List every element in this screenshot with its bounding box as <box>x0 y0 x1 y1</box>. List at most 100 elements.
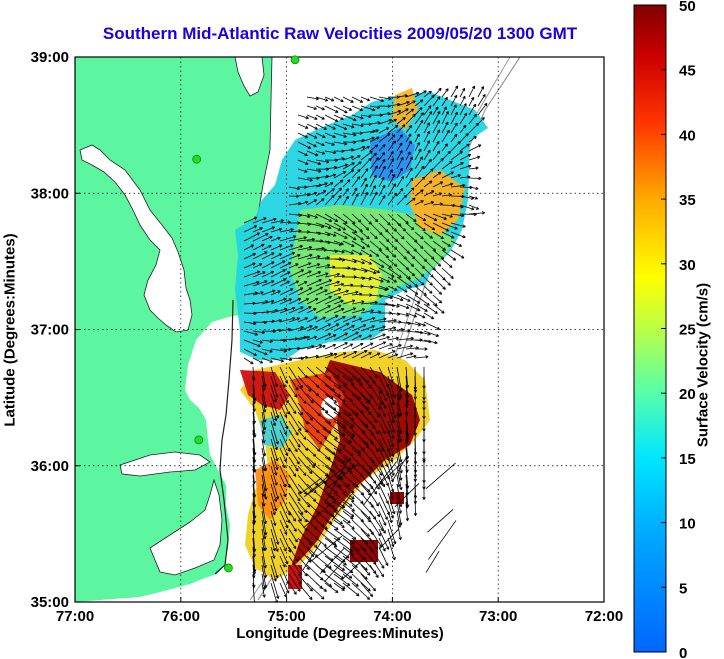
velocity-arrow <box>261 582 266 598</box>
velocity-arrow <box>288 306 304 314</box>
velocity-arrow <box>378 184 386 197</box>
velocity-arrow <box>333 231 348 239</box>
velocity-arrow <box>369 411 378 424</box>
velocity-arrow <box>261 474 268 500</box>
velocity-arrow <box>315 182 328 188</box>
velocity-arrow <box>324 366 340 378</box>
velocity-arrow <box>333 342 348 350</box>
velocity-arrow <box>351 300 365 305</box>
velocity-arrow <box>315 474 328 485</box>
velocity-arrow <box>351 96 364 103</box>
velocity-arrow <box>297 465 307 476</box>
velocity-arrow <box>306 456 317 466</box>
velocity-arrow <box>342 402 359 416</box>
velocity-arrow <box>297 420 308 433</box>
velocity-arrow <box>342 438 361 454</box>
velocity-arrow <box>351 456 372 475</box>
velocity-arrow <box>423 267 434 278</box>
velocity-arrow <box>423 303 438 314</box>
velocity-arrow <box>342 231 357 241</box>
velocity-arrow <box>405 140 412 152</box>
velocity-arrow <box>324 429 338 440</box>
velocity-arrow <box>360 222 370 231</box>
velocity-arrow <box>468 144 482 152</box>
velocity-arrow <box>324 150 337 155</box>
velocity-arrow <box>297 270 312 278</box>
velocity-arrow <box>360 157 372 170</box>
velocity-arrow <box>423 276 433 286</box>
station-marker <box>194 435 204 445</box>
velocity-arrow <box>414 312 426 319</box>
velocity-arrow <box>441 276 451 286</box>
velocity-arrow <box>369 276 384 283</box>
velocity-arrow <box>315 132 326 138</box>
velocity-arrow <box>324 188 335 197</box>
velocity-arrow <box>324 384 342 397</box>
velocity-arrow <box>279 420 287 436</box>
velocity-arrow <box>423 312 435 320</box>
velocity-arrow <box>378 285 389 291</box>
velocity-arrow <box>414 222 426 232</box>
velocity-arrow <box>288 393 303 416</box>
velocity-arrow <box>333 213 348 224</box>
velocity-arrow <box>333 123 348 130</box>
velocity-arrow <box>423 190 435 197</box>
velocity-arrow <box>441 96 448 107</box>
velocity-arrow <box>405 151 411 161</box>
velocity-arrow <box>441 129 450 143</box>
velocity-arrow <box>423 90 432 98</box>
velocity-arrow <box>306 278 322 287</box>
velocity-arrow <box>288 546 299 562</box>
velocity-arrow <box>342 315 357 323</box>
velocity-arrow <box>279 555 286 568</box>
velocity-arrow <box>432 150 441 161</box>
velocity-arrow <box>387 258 398 267</box>
velocity-arrow <box>405 124 413 134</box>
velocity-arrow <box>387 109 402 116</box>
velocity-arrow <box>360 334 373 341</box>
colorbar-tick-label: 25 <box>679 322 696 339</box>
velocity-arrow <box>378 276 391 283</box>
y-tick-label: 35:00 <box>31 594 69 611</box>
velocity-arrow <box>279 251 296 260</box>
velocity-arrow <box>306 263 321 269</box>
velocity-arrow <box>459 143 470 152</box>
velocity-arrow <box>414 200 424 206</box>
velocity-arrow <box>360 393 370 404</box>
velocity-arrow <box>342 350 358 359</box>
velocity-arrow <box>324 213 339 223</box>
velocity-arrow <box>387 124 399 134</box>
velocity-arrow <box>270 519 280 545</box>
velocity-arrow <box>333 163 348 170</box>
velocity-arrow <box>333 141 348 146</box>
velocity-arrow <box>306 213 318 219</box>
velocity-arrow <box>270 438 279 462</box>
velocity-arrow <box>324 411 347 428</box>
velocity-arrow <box>405 222 415 231</box>
velocity-arrow <box>432 258 442 267</box>
velocity-arrow <box>270 402 278 422</box>
velocity-arrow <box>288 438 298 453</box>
velocity-arrow <box>297 366 308 379</box>
velocity-arrow <box>459 124 467 134</box>
velocity-arrow <box>297 317 309 323</box>
velocity-arrow <box>432 171 442 179</box>
velocity-arrow <box>351 114 364 120</box>
velocity-arrow <box>297 456 313 474</box>
x-axis-label: Longitude (Degrees:Minutes) <box>236 625 444 642</box>
velocity-arrow <box>297 483 308 495</box>
velocity-arrow <box>396 465 403 491</box>
velocity-arrow <box>432 157 444 170</box>
velocity-arrow <box>396 411 403 434</box>
velocity-arrow <box>324 420 346 437</box>
velocity-arrow <box>315 519 328 530</box>
velocity-arrow <box>378 501 388 520</box>
velocity-arrow <box>405 113 416 125</box>
velocity-arrow <box>333 195 342 206</box>
velocity-arrow <box>342 546 354 556</box>
velocity-arrow <box>468 166 479 170</box>
velocity-arrow <box>252 582 255 602</box>
x-tick-label: 74:00 <box>373 608 411 625</box>
velocity-arrow <box>306 325 318 332</box>
velocity-arrow <box>378 420 386 435</box>
